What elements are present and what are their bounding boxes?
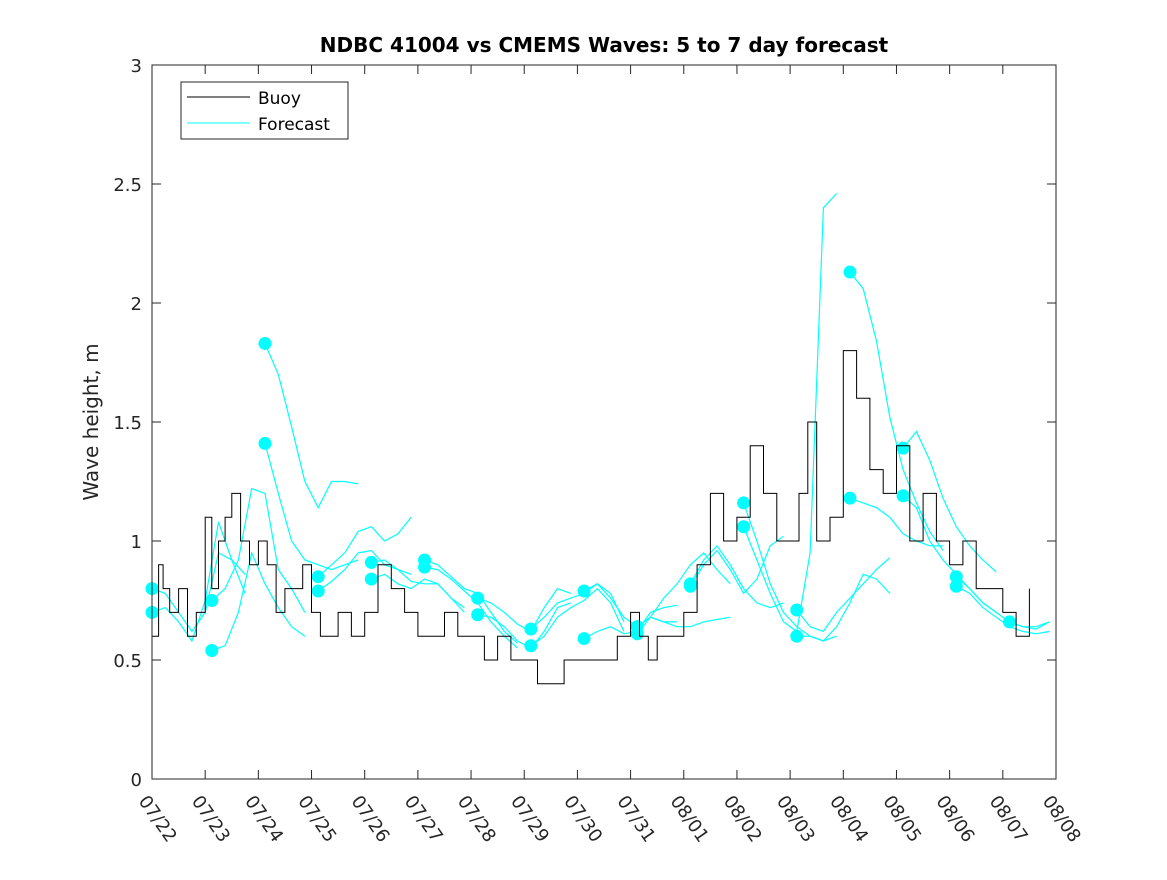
forecast-line-16 [530, 587, 625, 647]
x-tick-label: 08/02 [719, 792, 766, 847]
y-axis-ticks: 0 0.5 1 1.5 2 2.5 3 [113, 56, 1056, 791]
forecast-start-marker-28 [843, 491, 857, 505]
forecast-line-15 [530, 583, 625, 630]
forecast-line-29 [902, 430, 997, 573]
x-tick-label: 08/07 [985, 792, 1032, 847]
forecast-line-6 [264, 443, 359, 571]
forecast-line-12 [424, 566, 519, 649]
forecast-start-marker-14 [471, 608, 485, 622]
x-tick-label: 07/22 [134, 792, 181, 847]
forecast-line-23 [743, 502, 837, 642]
forecast-start-marker-29 [896, 441, 910, 455]
plot-area-frame [151, 64, 1057, 780]
forecast-line-24 [743, 193, 838, 633]
forecast-start-marker-24 [737, 520, 751, 534]
forecast-line-27 [849, 271, 944, 551]
forecast-line-2 [151, 521, 246, 643]
y-tick-label: 2.5 [113, 175, 142, 196]
forecast-start-marker-15 [524, 622, 538, 636]
forecast-line-25 [796, 557, 891, 633]
forecast-series-group [145, 193, 1050, 657]
forecast-start-marker-20 [630, 627, 644, 641]
forecast-start-marker-22 [683, 579, 697, 593]
forecast-start-marker-27 [843, 265, 857, 279]
legend: Buoy Forecast [180, 81, 349, 140]
y-tick-label: 0.5 [113, 651, 142, 672]
forecast-line-7 [317, 516, 412, 578]
forecast-line-13 [477, 587, 572, 633]
forecast-line-31 [955, 576, 1050, 630]
forecast-line-3 [211, 487, 306, 613]
forecast-start-marker-9 [364, 555, 378, 569]
buoy-series-group [152, 350, 1030, 685]
legend-forecast-label: Forecast [258, 115, 330, 135]
forecast-start-marker-6 [258, 436, 272, 450]
y-tick-label: 2 [131, 294, 142, 315]
forecast-line-32 [956, 585, 1050, 635]
y-tick-label: 1 [131, 532, 142, 553]
x-tick-label: 08/08 [1038, 792, 1085, 847]
forecast-line-5 [264, 343, 359, 510]
buoy-line [152, 350, 1030, 685]
x-tick-label: 07/29 [506, 792, 553, 847]
forecast-start-marker-16 [524, 639, 538, 653]
forecast-line-10 [371, 573, 465, 609]
forecast-start-marker-3 [205, 594, 219, 607]
forecast-line-26 [796, 573, 891, 642]
forecast-start-marker-30 [896, 489, 910, 503]
forecast-start-marker-13 [471, 591, 485, 605]
forecast-start-marker-18 [577, 632, 591, 646]
x-axis-ticks: 07/22 07/23 07/24 07/25 07/26 07/27 07/28 07/29… [134, 65, 1085, 846]
x-tick-label: 07/30 [559, 792, 606, 847]
forecast-start-marker-31 [949, 570, 963, 584]
chart-title: NDBC 41004 vs CMEMS Waves: 5 to 7 day fo… [320, 33, 889, 57]
legend-buoy-label: Buoy [258, 89, 301, 109]
forecast-start-marker-7 [311, 570, 325, 584]
forecast-start-marker-5 [258, 336, 272, 350]
x-tick-label: 08/06 [932, 792, 979, 847]
forecast-start-marker-32 [949, 579, 963, 593]
forecast-start-marker-25 [790, 603, 804, 617]
x-tick-label: 07/31 [612, 792, 659, 847]
y-tick-label: 1.5 [113, 413, 142, 434]
y-axis-label: Wave height, m [79, 343, 103, 500]
forecast-line-11 [424, 559, 519, 644]
forecast-line-28 [849, 497, 943, 547]
forecast-line-14 [477, 602, 571, 649]
forecast-line-20 [636, 552, 731, 635]
x-tick-label: 07/26 [347, 792, 394, 847]
x-tick-label: 08/03 [772, 792, 819, 847]
x-tick-label: 08/04 [825, 792, 872, 847]
x-tick-label: 07/27 [400, 792, 447, 847]
y-tick-label: 3 [131, 56, 142, 77]
x-tick-label: 07/23 [187, 792, 234, 847]
forecast-line-21 [689, 544, 784, 609]
forecast-start-marker-12 [418, 560, 432, 574]
forecast-start-marker-26 [790, 629, 804, 643]
x-tick-label: 08/01 [666, 792, 713, 847]
forecast-start-marker-17 [577, 584, 591, 598]
forecast-line-22 [689, 535, 784, 595]
forecast-start-marker-8 [311, 584, 325, 598]
x-tick-label: 08/05 [878, 792, 925, 847]
forecast-start-marker-4 [205, 643, 219, 657]
y-tick-label: 0 [131, 770, 142, 791]
forecast-start-marker-23 [737, 496, 751, 510]
legend-box [180, 81, 349, 140]
forecast-line-9 [371, 559, 465, 613]
x-tick-label: 07/28 [453, 792, 500, 847]
forecast-start-marker-10 [364, 572, 378, 586]
x-tick-label: 07/25 [293, 792, 340, 847]
x-tick-label: 07/24 [240, 792, 287, 847]
forecast-start-marker-33 [1002, 615, 1016, 629]
forecast-line-8 [317, 549, 412, 592]
forecast-line-4 [211, 550, 306, 652]
